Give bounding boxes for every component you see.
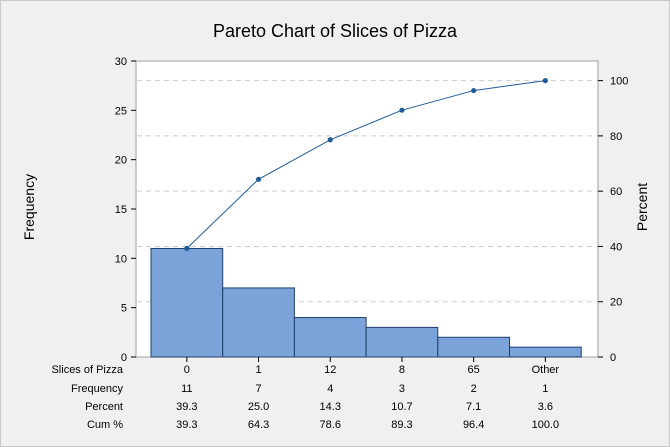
left-axis: 0 5 10 15 20 25 30	[115, 56, 136, 364]
left-tick-label-6: 30	[115, 56, 127, 68]
table-cell-0-4: 2	[471, 383, 477, 395]
cumulative-point-0	[184, 245, 190, 251]
left-tick-label-2: 10	[115, 253, 127, 265]
category-label-65: 65	[468, 364, 480, 376]
category-label-Other: Other	[532, 364, 560, 376]
bar-Other	[509, 346, 582, 358]
right-tick-label-4: 80	[610, 131, 622, 143]
cumulative-point-12	[327, 137, 333, 143]
right-tick-label-0: 0	[610, 352, 616, 364]
table-row-label-0: Frequency	[71, 383, 123, 395]
table-category-label: Slices of Pizza	[51, 364, 123, 376]
chart-title: Pareto Chart of Slices of Pizza	[213, 21, 458, 41]
table-cell-1-5: 3.6	[538, 401, 553, 413]
category-label-1: 1	[255, 364, 261, 376]
right-tick-label-2: 40	[610, 241, 622, 253]
table-row-label-1: Percent	[85, 401, 123, 413]
table-cell-2-1: 64.3	[248, 419, 269, 431]
gridlines	[137, 80, 597, 303]
table-cell-2-2: 78.6	[320, 419, 341, 431]
left-tick-label-1: 5	[121, 303, 127, 315]
table-cell-0-3: 3	[399, 383, 405, 395]
left-tick-label-5: 25	[115, 105, 127, 117]
table-cell-2-0: 39.3	[176, 419, 197, 431]
table-cell-1-2: 14.3	[320, 401, 341, 413]
cumulative-point-Other	[542, 78, 548, 84]
table-cell-0-0: 11	[181, 383, 192, 395]
table-cell-1-1: 25.0	[248, 401, 269, 413]
left-tick-label-0: 0	[121, 352, 127, 364]
table-cell-1-4: 7.1	[466, 401, 481, 413]
y-axis-right-label: Percent	[634, 183, 650, 231]
table-row-label-2: Cum %	[87, 419, 123, 431]
right-tick-label-5: 100	[610, 76, 628, 88]
bar-65	[437, 336, 510, 358]
category-label-12: 12	[324, 364, 336, 376]
category-label-0: 0	[184, 364, 190, 376]
cumulative-point-1	[255, 176, 262, 182]
bar-1	[222, 287, 295, 358]
table-cell-0-1: 7	[255, 383, 261, 395]
bars	[150, 247, 582, 358]
left-tick-label-4: 20	[115, 155, 127, 167]
right-tick-label-1: 20	[610, 297, 622, 309]
table-cell-2-4: 96.4	[463, 419, 484, 431]
table-cell-0-2: 4	[327, 383, 333, 395]
cumulative-point-8	[399, 107, 405, 113]
category-label-8: 8	[399, 364, 405, 376]
right-tick-label-3: 60	[610, 186, 622, 198]
cumulative-line-path	[186, 80, 546, 249]
table-cell-0-5: 1	[542, 383, 548, 395]
right-axis: 0 20 40 60 80 100	[598, 76, 628, 364]
cumulative-point-65	[471, 87, 477, 94]
cumulative-line	[184, 78, 548, 251]
table-cell-2-3: 89.3	[391, 419, 412, 431]
bar-12	[293, 317, 367, 358]
bar-8	[365, 326, 439, 358]
table-cell-1-3: 10.7	[391, 401, 412, 413]
y-axis-left-label: Frequency	[21, 174, 37, 240]
table-cell-1-0: 39.3	[176, 401, 197, 413]
table-cell-2-5: 100.0	[532, 419, 560, 431]
bar-0	[150, 247, 224, 358]
left-tick-label-3: 15	[115, 204, 127, 216]
